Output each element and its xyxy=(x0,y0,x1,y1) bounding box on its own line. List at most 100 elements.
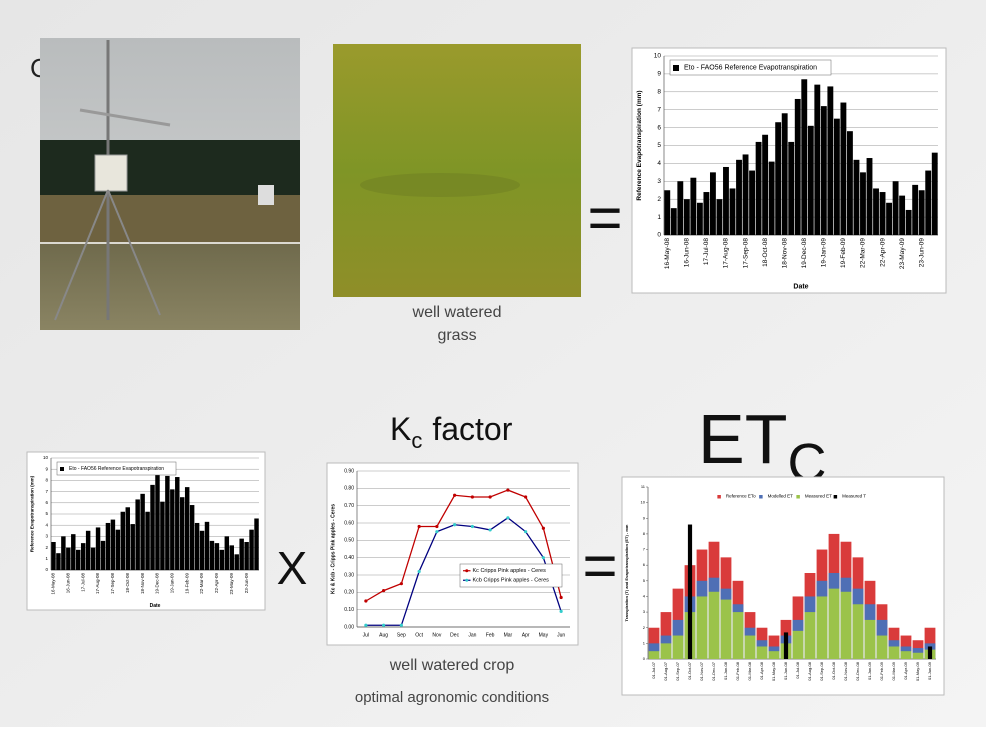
bar xyxy=(672,635,684,659)
bar xyxy=(931,152,938,235)
x-tick-label: 01-Oct-08 xyxy=(831,661,836,680)
legend-swatch xyxy=(833,495,838,499)
y-tick-label: 6 xyxy=(643,562,646,567)
x-tick-label: Mar xyxy=(504,632,513,638)
marker xyxy=(559,609,563,614)
bar xyxy=(732,612,744,659)
x-tick-label: 17-Jul-08 xyxy=(80,573,85,592)
bar xyxy=(120,511,126,570)
x-tick-label: 01-Jan-09 xyxy=(867,661,872,680)
x-tick-label: 01-Apr-08 xyxy=(759,661,764,680)
y-tick-label: 7 xyxy=(45,489,48,494)
chart: 0.00 0.10 0.20 0.30 0.40 0.50 0.60 0.70 0.80 0.90… xyxy=(326,462,579,646)
times-sign: X xyxy=(277,542,308,594)
bar xyxy=(912,652,924,659)
bar xyxy=(873,188,879,235)
bar xyxy=(690,177,697,235)
bar xyxy=(95,527,101,570)
bar xyxy=(135,499,140,570)
marker xyxy=(417,524,421,529)
bar xyxy=(249,529,254,570)
marker xyxy=(524,530,528,534)
legend-label: Modelled ET xyxy=(768,493,794,498)
bar xyxy=(860,172,866,235)
bar xyxy=(744,635,756,659)
bar xyxy=(664,190,671,235)
y-tick-label: 4 xyxy=(45,522,48,527)
bar xyxy=(61,536,66,570)
bar xyxy=(140,493,145,570)
bar xyxy=(105,522,111,570)
line xyxy=(365,489,562,602)
x-tick-label: 01-Aug-08 xyxy=(807,661,812,680)
bar xyxy=(833,118,840,235)
x-tick-label: 17-Sep-08 xyxy=(742,238,749,269)
y-tick-label: 5 xyxy=(45,511,48,516)
y-tick-label: 8 xyxy=(657,89,661,96)
marker xyxy=(488,528,492,532)
x-tick-label: 01-Aug-07 xyxy=(663,661,668,680)
y-tick-label: 2 xyxy=(657,196,661,203)
bar xyxy=(788,141,795,235)
x-tick-label: 17-Aug-08 xyxy=(723,238,730,269)
equals-sign: = xyxy=(587,184,622,251)
legend-label: Measured ET xyxy=(805,493,832,498)
marker xyxy=(453,493,457,497)
bar xyxy=(925,170,932,235)
x-tick-label: 01-Nov-08 xyxy=(843,661,848,680)
bar xyxy=(71,534,76,570)
y-axis-label: Transpiration (T) and Evapotranspiration… xyxy=(624,524,629,621)
bar xyxy=(130,524,135,570)
bar xyxy=(783,632,789,659)
x-tick-label: 01-Sep-07 xyxy=(675,661,680,680)
bar xyxy=(899,195,906,235)
x-tick-label: 01-Mar-09 xyxy=(891,661,896,680)
y-axis-label: Kc & Kcb - Cripps Pink apples - Ceres xyxy=(330,504,336,594)
bar xyxy=(165,475,170,570)
bar xyxy=(199,530,205,570)
bar xyxy=(708,591,720,659)
x-tick-label: 19-Dec-08 xyxy=(801,238,808,269)
chart-background xyxy=(326,462,579,646)
grass-caption: well watered xyxy=(412,304,502,321)
x-tick-label: 01-Feb-08 xyxy=(735,661,740,680)
bar xyxy=(720,599,732,659)
x-tick-label: 01-May-09 xyxy=(915,661,920,681)
y-tick-label: 2 xyxy=(45,545,48,550)
bar xyxy=(886,202,893,235)
x-tick-label: 23-Jun-09 xyxy=(918,238,925,268)
y-tick-label: 0.20 xyxy=(344,590,354,596)
y-tick-label: 0 xyxy=(45,567,48,572)
marker xyxy=(506,488,510,492)
bar xyxy=(879,192,886,235)
bar xyxy=(224,536,230,570)
bar xyxy=(801,79,808,236)
bar xyxy=(768,161,775,235)
y-tick-label: 5 xyxy=(657,142,661,149)
bar xyxy=(703,192,710,235)
x-tick-label: Jun xyxy=(557,632,565,638)
x-tick-label: 01-Jun-08 xyxy=(783,661,788,680)
bar xyxy=(864,619,876,659)
x-axis-label: Date xyxy=(793,283,808,290)
y-tick-label: 10 xyxy=(641,500,646,505)
chart: 0 1 2 3 4 5 6 7 8 9 10 16-May-08 16-Jun-08 17-Jul-08 1… xyxy=(631,47,947,294)
bar xyxy=(905,209,912,235)
bar xyxy=(768,651,780,659)
bar xyxy=(716,199,723,235)
bar xyxy=(660,643,672,659)
bar xyxy=(189,505,195,570)
marker xyxy=(382,589,386,593)
x-tick-label: 18-Nov-08 xyxy=(781,238,788,269)
y-tick-label: 4 xyxy=(657,160,661,167)
x-tick-label: 01-Apr-09 xyxy=(903,661,908,680)
y-tick-label: 0.10 xyxy=(344,607,354,613)
legend-box xyxy=(56,461,177,476)
x-tick-label: 22-Mar-09 xyxy=(860,238,867,268)
x-tick-label: 19-Dec-08 xyxy=(155,573,160,595)
x-tick-label: Aug xyxy=(379,632,388,638)
y-tick-label: 0.70 xyxy=(344,503,354,509)
etc-main: ET xyxy=(698,400,787,478)
marker xyxy=(559,595,563,600)
bar xyxy=(918,190,925,235)
